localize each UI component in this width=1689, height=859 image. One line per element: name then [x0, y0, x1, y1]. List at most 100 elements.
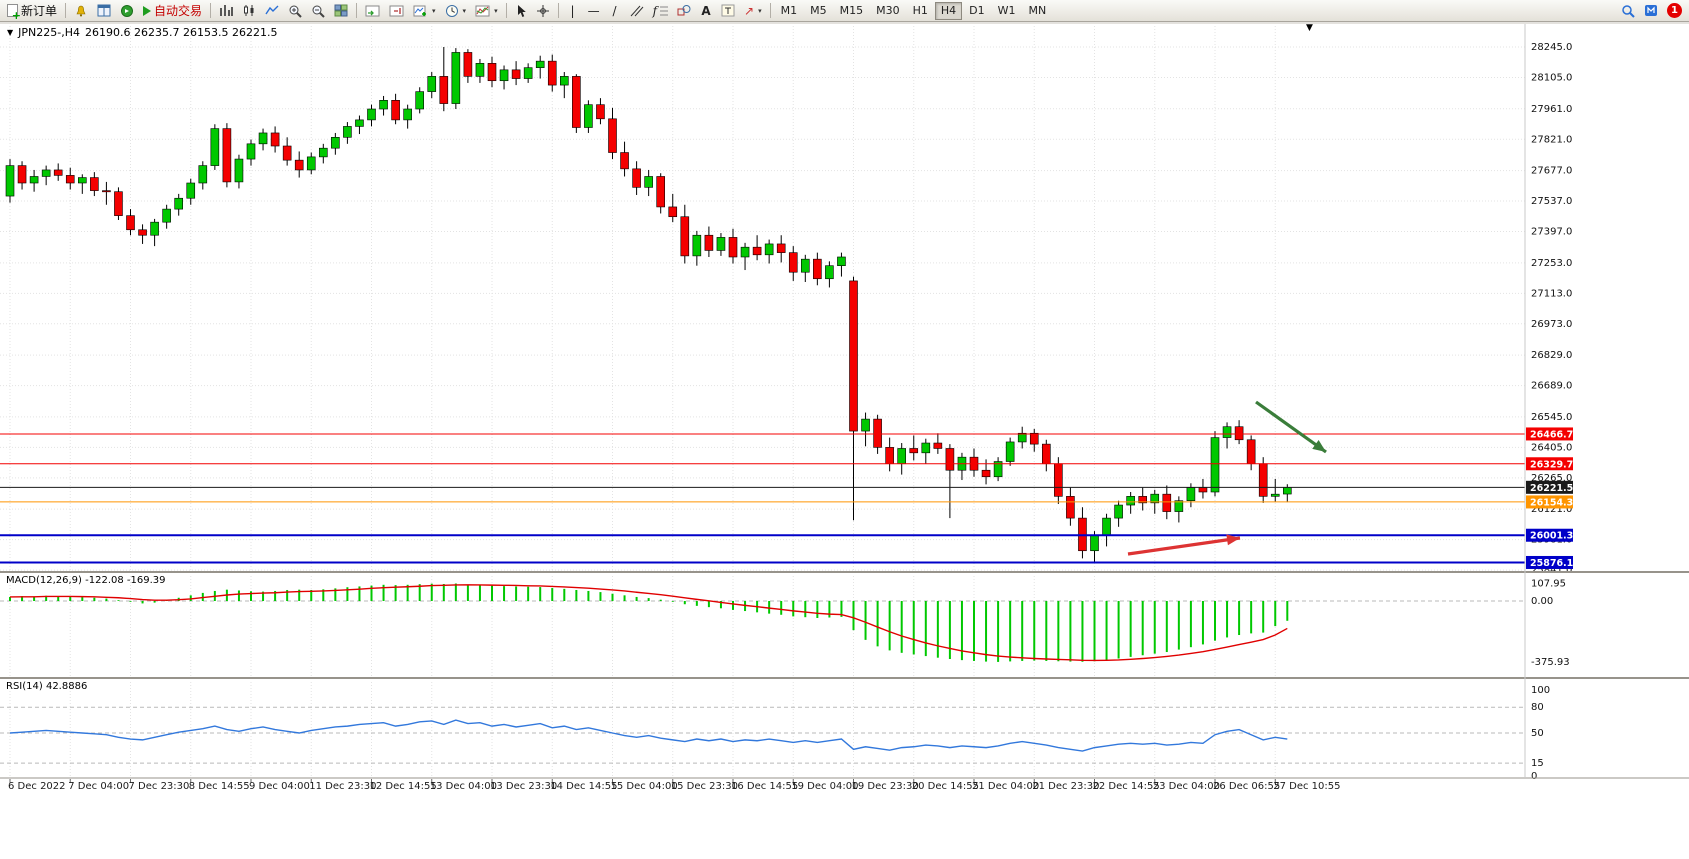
- new-order-button[interactable]: + 新订单: [3, 1, 61, 21]
- community-icon: [1645, 5, 1657, 16]
- auto-trading-button[interactable]: 自动交易: [139, 1, 206, 21]
- rsi-axis-label: 50: [1531, 728, 1544, 739]
- candle-body: [138, 229, 147, 236]
- alerts-button[interactable]: [70, 1, 92, 21]
- line-chart-button[interactable]: [261, 1, 283, 21]
- candlestick-chart-button[interactable]: [238, 1, 260, 21]
- price-level-badge-value: 26329.7: [1530, 459, 1573, 470]
- cursor-icon: [517, 4, 526, 17]
- time-axis[interactable]: 6 Dec 2022 7 Dec 04:00 7 Dec 23:30 8 Dec 14…: [0, 779, 1689, 796]
- timeframe-button-h4[interactable]: H4: [934, 1, 963, 20]
- chevron-down-icon: ▾: [758, 6, 762, 15]
- candle-body: [1138, 496, 1147, 504]
- candle-body: [752, 246, 762, 256]
- candle-body: [210, 128, 220, 166]
- auto-trading-play-icon: [143, 5, 152, 16]
- price-level-badge: [1526, 427, 1573, 441]
- community-button[interactable]: [1640, 1, 1662, 21]
- market-watch-button[interactable]: [93, 1, 115, 21]
- new-chart-button[interactable]: ▾: [409, 1, 440, 21]
- shapes-button[interactable]: [673, 1, 695, 21]
- candle-body: [343, 126, 352, 138]
- candle-body: [282, 145, 292, 161]
- candle-body: [837, 256, 846, 266]
- candle-body: [981, 469, 991, 478]
- main-toolbar: + 新订单 自动交易 ▾ ▾: [0, 0, 1689, 22]
- timeframe-button-m1[interactable]: M1: [780, 4, 798, 17]
- indicators-button[interactable]: ▾: [471, 1, 502, 21]
- periodicity-button[interactable]: ▾: [441, 1, 471, 21]
- candle-body: [102, 190, 111, 193]
- timeframe-button-w1[interactable]: W1: [997, 4, 1016, 17]
- price-level-badge-value: 26221.5: [1530, 483, 1573, 494]
- bar-chart-button[interactable]: [215, 1, 237, 21]
- crosshair-button[interactable]: [532, 1, 554, 21]
- candle-body: [499, 69, 509, 82]
- candle-body: [596, 104, 605, 120]
- fibonacci-button[interactable]: f: [649, 1, 672, 21]
- candle-body: [1005, 441, 1015, 462]
- arrows-tool-button[interactable]: ↗ ▾: [740, 1, 766, 21]
- candle-body: [572, 76, 581, 128]
- zoom-in-icon: [289, 5, 302, 18]
- trendline-button[interactable]: /: [605, 1, 625, 21]
- price-axis-label: 26545.0: [1531, 412, 1572, 423]
- text-button[interactable]: A: [696, 1, 716, 21]
- candle-body: [584, 104, 593, 128]
- auto-scroll-button[interactable]: [361, 1, 384, 21]
- candle-body: [162, 208, 171, 223]
- timeframe-button-mn[interactable]: MN: [1028, 4, 1047, 17]
- time-axis-label: 13 Dec 04:00: [429, 781, 498, 792]
- price-level-badge: [1526, 555, 1573, 569]
- tile-windows-button[interactable]: [330, 1, 352, 21]
- sound-button[interactable]: [116, 1, 138, 21]
- timeframe-button-m30[interactable]: M30: [876, 4, 900, 17]
- candle-body: [668, 206, 678, 218]
- timeframe-button-h1[interactable]: H1: [912, 4, 928, 17]
- zoom-in-button[interactable]: [284, 1, 306, 21]
- candle-body: [487, 63, 497, 82]
- candle-body: [41, 169, 51, 177]
- time-axis-label: 26 Dec 06:55: [1213, 781, 1281, 792]
- candle-body: [427, 76, 437, 92]
- fibonacci-icon: f: [652, 3, 658, 18]
- chart-expander-icon[interactable]: ▼: [7, 28, 14, 37]
- timeframe-button-d1[interactable]: D1: [969, 4, 985, 17]
- timeframe-button-m5[interactable]: M5: [810, 4, 827, 17]
- candle-body: [704, 234, 714, 251]
- candle-body: [150, 221, 159, 236]
- horizontal-line-button[interactable]: —: [584, 1, 604, 21]
- down-trend-arrow-head: [1312, 439, 1326, 452]
- cursor-button[interactable]: [511, 1, 531, 21]
- chart-symbol-title: JPN225-,H4: [18, 26, 80, 39]
- zoom-out-button[interactable]: [307, 1, 329, 21]
- vertical-line-button[interactable]: |: [563, 1, 583, 21]
- candle-body: [873, 418, 882, 448]
- channel-button[interactable]: [626, 1, 648, 21]
- chevron-down-icon: ▾: [432, 6, 436, 15]
- candle-body: [1054, 463, 1063, 497]
- candle-body: [740, 246, 750, 258]
- text-label-button[interactable]: [717, 1, 739, 21]
- notifications-button[interactable]: 1: [1663, 1, 1686, 21]
- candle-body: [1102, 517, 1111, 536]
- search-button[interactable]: [1617, 1, 1639, 21]
- fibonacci-lines-icon: [660, 6, 669, 16]
- chart-title-bar: ▼ JPN225-,H4 26190.6 26235.7 26153.5 262…: [7, 26, 277, 39]
- rsi-axis-label: 100: [1531, 685, 1550, 696]
- price-level-badge: [1526, 495, 1573, 509]
- down-trend-arrow[interactable]: [1255, 400, 1327, 454]
- chart-shift-button[interactable]: [385, 1, 408, 21]
- price-axis-label: 26829.0: [1531, 350, 1572, 361]
- timeframe-button-m15[interactable]: M15: [839, 4, 864, 17]
- candle-body: [1270, 493, 1280, 497]
- up-trend-arrow[interactable]: [1127, 536, 1241, 556]
- candle-body: [379, 100, 388, 110]
- candle-body: [174, 197, 183, 210]
- time-axis-label: 19 Dec 23:30: [851, 781, 919, 792]
- time-axis-label: 21 Dec 23:30: [1032, 781, 1100, 792]
- time-axis-label: 8 Dec 14:55: [188, 781, 250, 792]
- chart-shift-marker-icon[interactable]: ▼: [1306, 23, 1313, 33]
- crosshair-icon: [536, 4, 549, 17]
